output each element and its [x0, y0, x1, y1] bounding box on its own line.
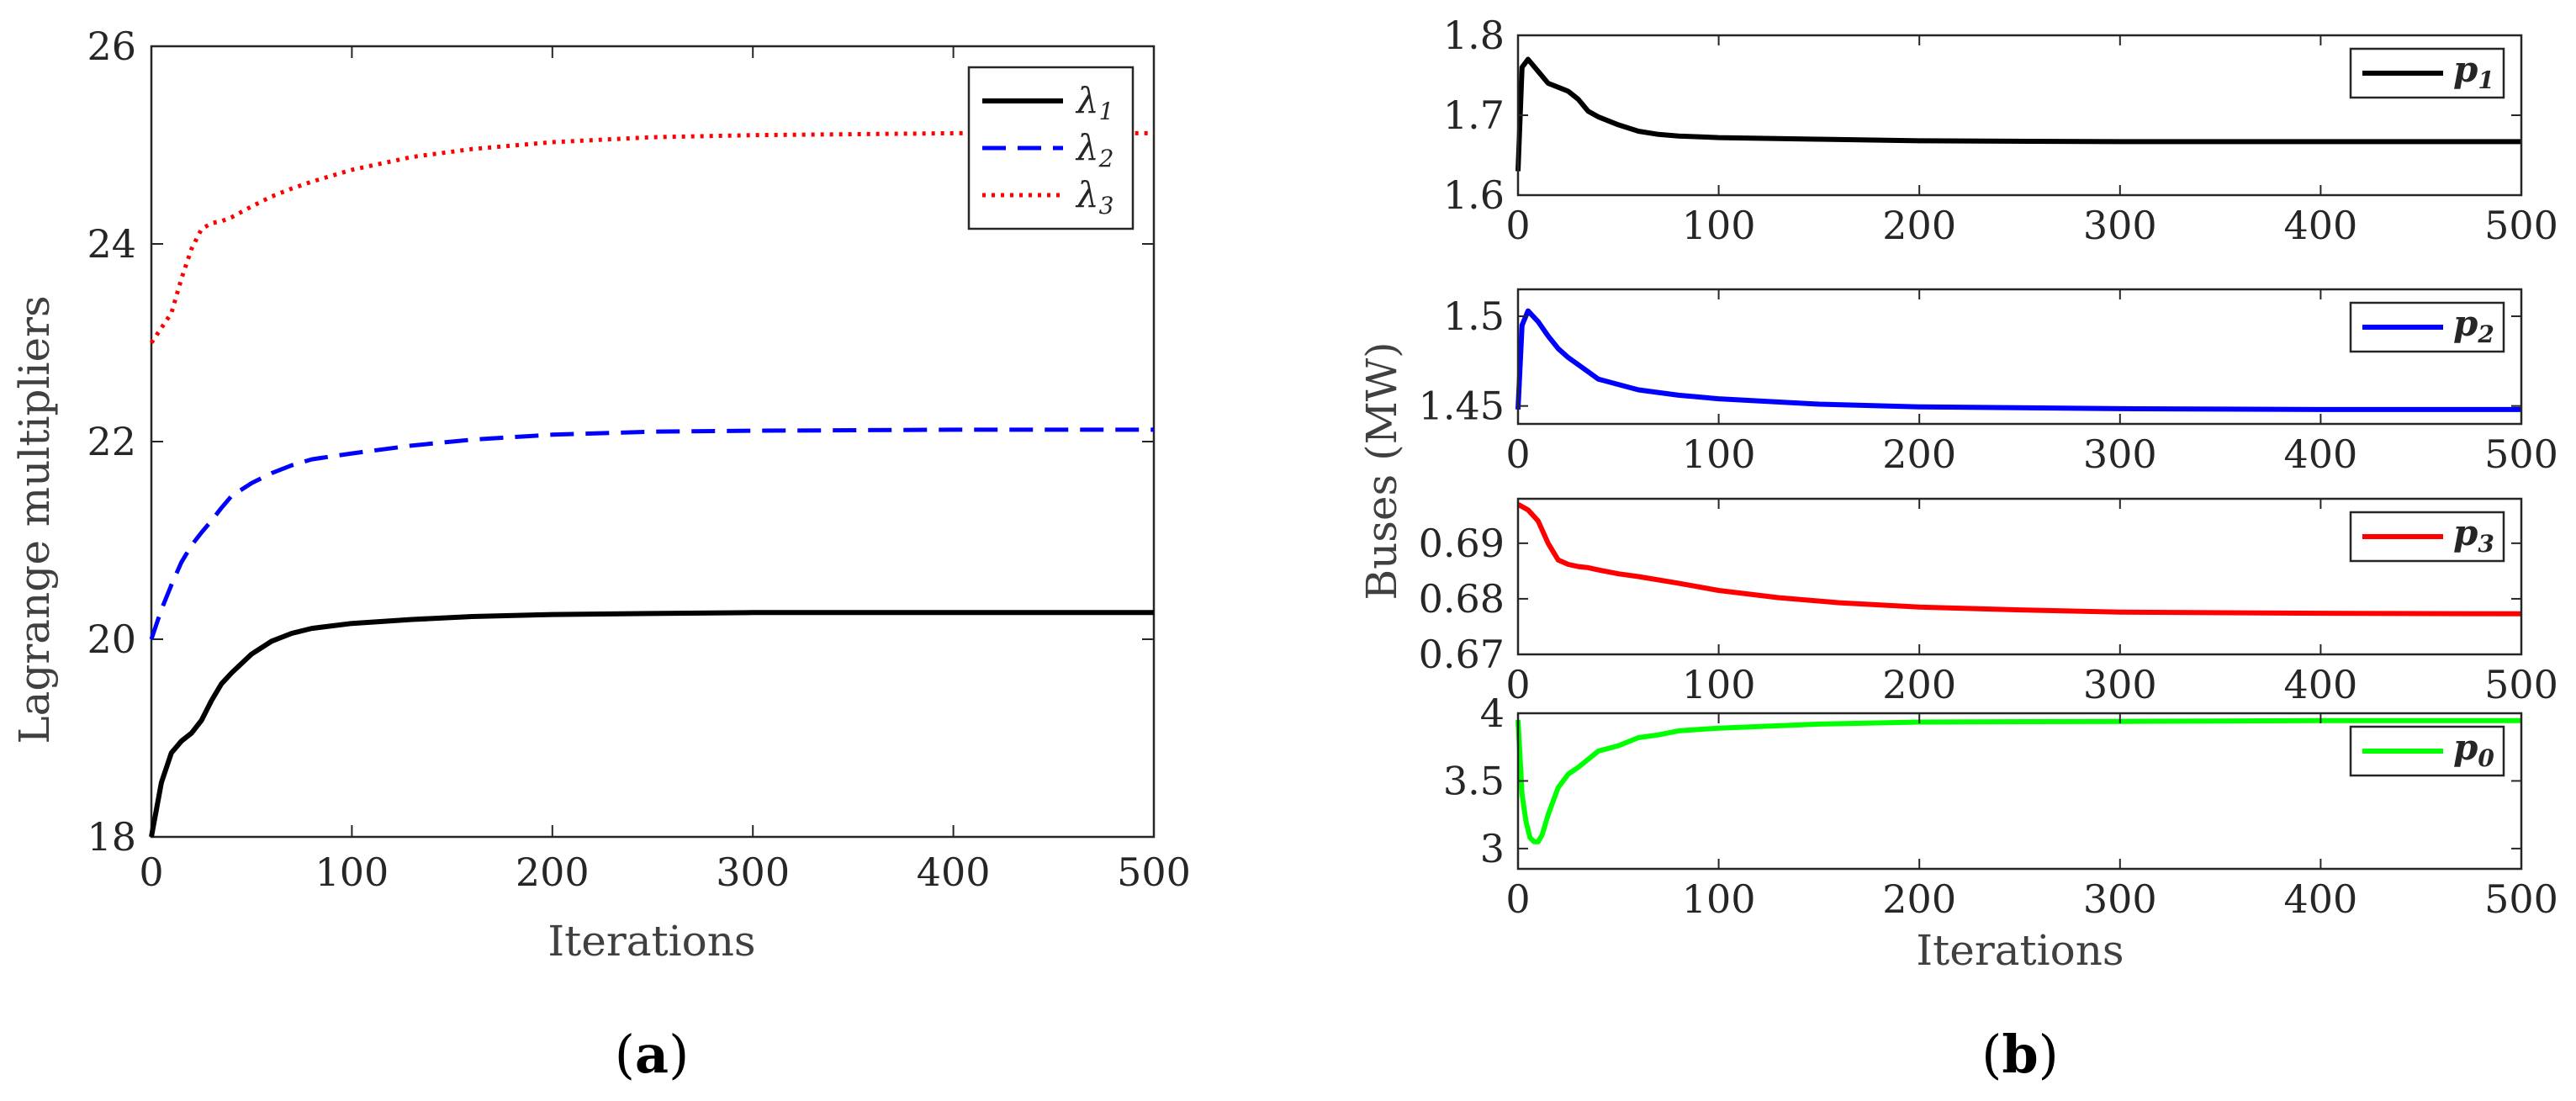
- x-tick-label: 200: [1882, 662, 1956, 707]
- legend-subscript: 2: [1098, 145, 1114, 172]
- y-tick-label: 20: [87, 617, 136, 662]
- x-tick-label: 500: [2484, 203, 2558, 248]
- y-tick-label: 18: [87, 814, 136, 860]
- legend-entry-lambda-3: λ3: [1075, 174, 1113, 220]
- legend-subscript: 1: [1099, 98, 1114, 125]
- y-tick-label: 1.8: [1443, 13, 1505, 58]
- y-tick-label: 3: [1480, 826, 1505, 871]
- legend-entry-p3: p3: [2453, 512, 2494, 558]
- chart-b-x-axis-label: Iterations: [1916, 926, 2124, 975]
- legend-symbol: λ: [1075, 174, 1099, 215]
- legend-entry-p0: p0: [2453, 727, 2494, 772]
- x-tick-label: 200: [1882, 203, 1956, 248]
- y-tick-label: 24: [87, 221, 136, 267]
- legend-subscript: 2: [2477, 320, 2494, 348]
- y-tick-label: 0.67: [1419, 632, 1505, 677]
- chart-a-x-ticks: 0 100 200 300 400 500: [139, 46, 1191, 895]
- x-tick-label: 300: [2083, 876, 2157, 922]
- legend-symbol: λ: [1075, 80, 1099, 121]
- x-tick-label: 0: [139, 850, 163, 895]
- x-tick-label: 400: [2283, 203, 2357, 248]
- series-line-lambda-1: [149, 610, 1154, 838]
- subplot-plot-area: [1516, 497, 2523, 656]
- series-line-p2: [1515, 308, 2521, 412]
- x-tick-label: 100: [1682, 431, 1756, 477]
- subplot-p1: 1.6 1.7 1.8 0 100 200 300 400 500 p1: [1443, 13, 2558, 248]
- x-tick-label: 200: [516, 850, 590, 895]
- y-tick-label: 4: [1480, 691, 1505, 736]
- chart-a-y-ticks: 18 20 22 24 26: [87, 24, 1154, 860]
- series-line-p0: [1515, 717, 2521, 844]
- y-tick-label: 26: [87, 24, 136, 69]
- x-tick-label: 400: [2283, 876, 2357, 922]
- x-tick-label: 500: [2484, 431, 2558, 477]
- x-tick-label: 400: [2283, 662, 2357, 707]
- y-tick-label: 1.5: [1443, 294, 1505, 339]
- legend-entry-p1: p1: [2453, 49, 2494, 94]
- x-tick-label: 0: [1505, 431, 1530, 477]
- chart-lagrange-multipliers: 18 20 22 24 26 0 100 200 300 400 500 Iterations L…: [10, 24, 1191, 966]
- x-tick-label: 200: [1882, 876, 1956, 922]
- legend-symbol: p: [2453, 512, 2478, 553]
- subplot-p2: 1.45 1.5 0 100 200 300 400 500 p2: [1419, 288, 2558, 477]
- legend-symbol: p: [2453, 727, 2478, 768]
- x-tick-label: 300: [2083, 662, 2157, 707]
- legend-subscript: 3: [2478, 530, 2494, 558]
- x-tick-label: 400: [2283, 431, 2357, 477]
- x-tick-label: 100: [315, 850, 389, 895]
- series-line-p1: [1515, 56, 2521, 172]
- y-tick-label: 1.6: [1443, 172, 1505, 218]
- x-tick-label: 100: [1682, 662, 1756, 707]
- y-tick-label: 1.7: [1443, 93, 1505, 138]
- subplot-plot-area: [1516, 288, 2523, 426]
- legend-subscript: 3: [1099, 192, 1114, 220]
- chart-b-y-axis-label: Buses (MW): [1357, 341, 1406, 600]
- legend-symbol: p: [2453, 303, 2478, 344]
- legend-symbol: p: [2453, 49, 2478, 90]
- y-tick-label: 22: [87, 419, 136, 464]
- legend-entry-lambda-1: λ1: [1075, 80, 1113, 125]
- panel-letter-b: b: [2002, 1024, 2038, 1085]
- panel-letter-a: a: [635, 1024, 669, 1085]
- x-tick-label: 100: [1682, 876, 1756, 922]
- subplot-p3: 0.67 0.68 0.69 0 100 200 300 400 500 p3: [1419, 497, 2558, 707]
- x-tick-label: 0: [1505, 876, 1530, 922]
- subplot-plot-area: [1516, 712, 2523, 871]
- x-tick-label: 500: [2484, 662, 2558, 707]
- x-tick-label: 100: [1682, 203, 1756, 248]
- x-tick-label: 300: [2083, 431, 2157, 477]
- chart-a-series-lines: [149, 130, 1154, 838]
- legend-subscript: 1: [2478, 66, 2494, 94]
- x-tick-label: 500: [2484, 876, 2558, 922]
- y-tick-label: 0.68: [1419, 576, 1505, 622]
- series-line-p3: [1516, 501, 2522, 617]
- x-tick-label: 0: [1505, 203, 1530, 248]
- panel-label-b: (b): [1981, 1024, 2059, 1085]
- x-tick-label: 300: [716, 850, 790, 895]
- series-line-lambda-2: [149, 427, 1154, 640]
- x-tick-label: 500: [1117, 850, 1191, 895]
- x-tick-label: 0: [1505, 662, 1530, 707]
- legend-entry-lambda-2: λ2: [1075, 127, 1113, 172]
- x-tick-label: 400: [917, 850, 991, 895]
- x-tick-label: 300: [2083, 203, 2157, 248]
- y-tick-label: 1.45: [1419, 384, 1505, 429]
- chart-a-x-axis-label: Iterations: [547, 917, 755, 966]
- series-line-lambda-3: [149, 130, 1154, 344]
- y-tick-label: 0.69: [1419, 521, 1505, 566]
- panel-label-a: (a): [615, 1024, 690, 1085]
- chart-a-y-axis-label: Lagrange multipliers: [10, 295, 59, 744]
- legend-symbol: λ: [1075, 127, 1099, 168]
- y-tick-label: 3.5: [1443, 758, 1505, 803]
- x-tick-label: 200: [1882, 431, 1956, 477]
- legend-entry-p2: p2: [2453, 303, 2494, 348]
- legend-subscript: 0: [2478, 744, 2494, 772]
